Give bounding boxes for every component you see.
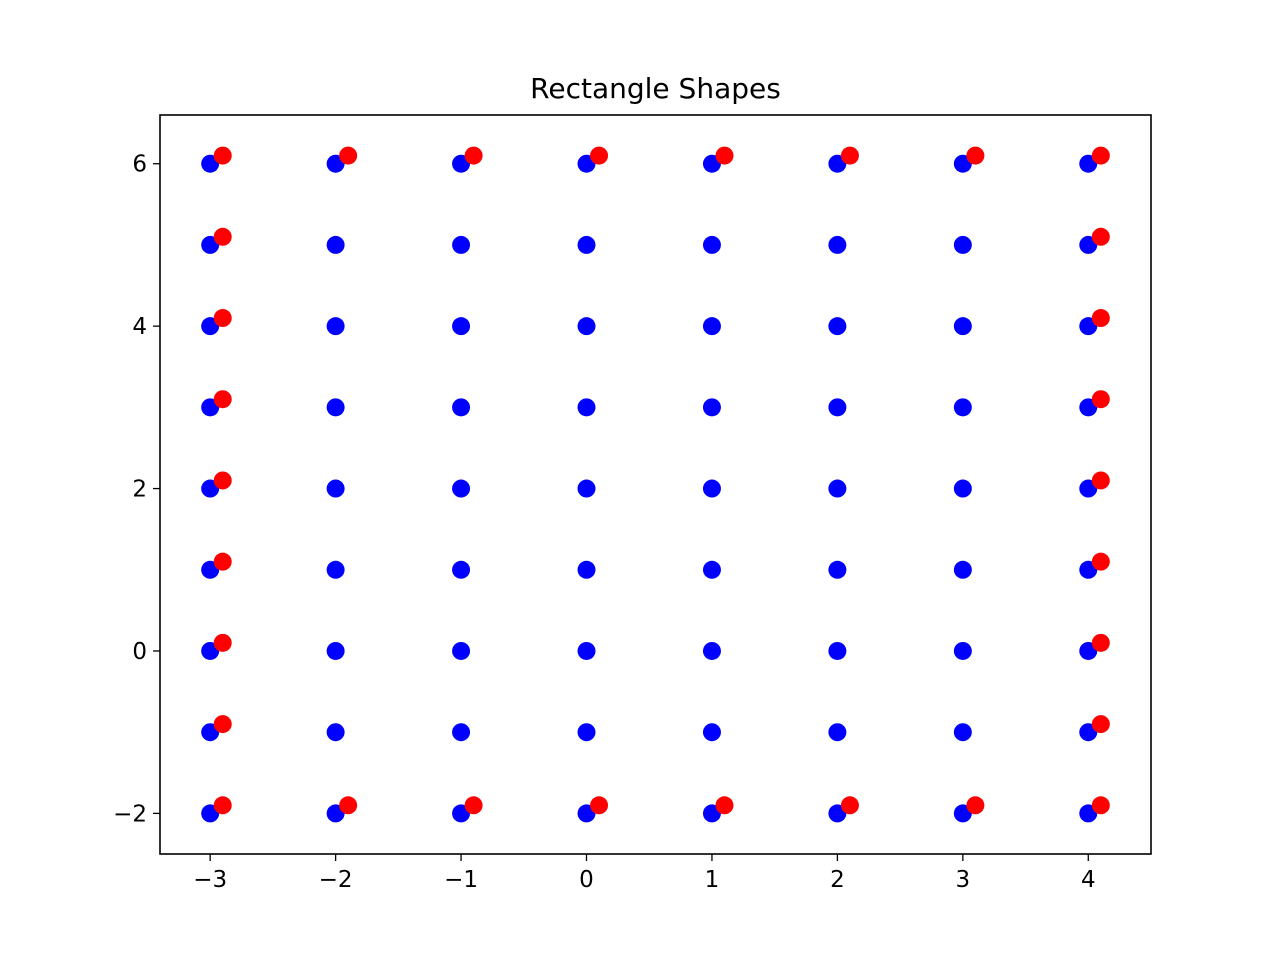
red-point xyxy=(966,796,985,815)
red-point xyxy=(464,146,483,165)
red-point xyxy=(1091,227,1110,246)
red-point xyxy=(213,471,232,490)
red-point xyxy=(1091,390,1110,409)
blue-point xyxy=(953,641,972,660)
blue-point xyxy=(326,317,345,336)
red-point xyxy=(1091,146,1110,165)
blue-point xyxy=(702,641,721,660)
red-point xyxy=(213,796,232,815)
blue-point xyxy=(828,317,847,336)
blue-point xyxy=(452,317,471,336)
red-point xyxy=(966,146,985,165)
blue-point xyxy=(577,723,596,742)
blue-point xyxy=(577,560,596,579)
red-point xyxy=(213,309,232,328)
blue-point xyxy=(953,560,972,579)
red-point xyxy=(840,146,859,165)
red-point xyxy=(213,715,232,734)
blue-point xyxy=(828,479,847,498)
blue-point xyxy=(828,235,847,254)
blue-point xyxy=(828,641,847,660)
red-point xyxy=(339,796,358,815)
blue-point xyxy=(953,398,972,417)
x-tick-label: 1 xyxy=(705,867,720,893)
x-tick-label: 2 xyxy=(830,867,845,893)
blue-point xyxy=(702,398,721,417)
blue-point xyxy=(326,641,345,660)
x-tick-label: 4 xyxy=(1081,867,1096,893)
red-point xyxy=(840,796,859,815)
red-point xyxy=(590,796,609,815)
chart-title: Rectangle Shapes xyxy=(530,72,781,105)
blue-point xyxy=(828,398,847,417)
x-tick-label: −2 xyxy=(319,867,353,893)
blue-point xyxy=(452,560,471,579)
red-point xyxy=(1091,309,1110,328)
y-axis: −2 0 2 4 6 xyxy=(113,152,160,827)
blue-point xyxy=(452,398,471,417)
y-tick-label: 0 xyxy=(132,639,147,665)
blue-point xyxy=(326,560,345,579)
blue-point xyxy=(577,398,596,417)
blue-point xyxy=(702,723,721,742)
x-axis: −3 −2 −1 0 1 2 3 4 xyxy=(193,854,1096,893)
red-point xyxy=(1091,715,1110,734)
blue-point xyxy=(326,235,345,254)
red-point xyxy=(715,796,734,815)
blue-point xyxy=(326,723,345,742)
red-point xyxy=(213,552,232,571)
blue-point xyxy=(702,479,721,498)
blue-point xyxy=(452,235,471,254)
red-point xyxy=(464,796,483,815)
blue-point xyxy=(953,317,972,336)
blue-point xyxy=(577,479,596,498)
blue-point xyxy=(953,723,972,742)
blue-point xyxy=(452,723,471,742)
blue-point xyxy=(702,560,721,579)
red-point xyxy=(213,227,232,246)
points-layer xyxy=(201,146,1110,823)
blue-point xyxy=(702,235,721,254)
x-tick-label: 0 xyxy=(579,867,594,893)
blue-point xyxy=(452,479,471,498)
x-tick-label: −3 xyxy=(193,867,227,893)
red-point xyxy=(213,633,232,652)
blue-point xyxy=(953,479,972,498)
y-tick-label: 4 xyxy=(132,314,147,340)
blue-point xyxy=(702,317,721,336)
blue-point xyxy=(577,235,596,254)
red-point xyxy=(1091,633,1110,652)
red-point xyxy=(1091,796,1110,815)
red-point xyxy=(339,146,358,165)
red-point xyxy=(590,146,609,165)
blue-point xyxy=(828,723,847,742)
y-tick-label: 6 xyxy=(132,152,147,178)
blue-point xyxy=(828,560,847,579)
red-point xyxy=(1091,471,1110,490)
y-tick-label: −2 xyxy=(113,801,147,827)
x-tick-label: −1 xyxy=(444,867,478,893)
blue-point xyxy=(326,398,345,417)
plot-area-frame xyxy=(159,114,1152,855)
blue-point xyxy=(953,235,972,254)
red-point xyxy=(715,146,734,165)
red-point xyxy=(213,146,232,165)
red-point xyxy=(213,390,232,409)
blue-point xyxy=(452,641,471,660)
red-point xyxy=(1091,552,1110,571)
y-tick-label: 2 xyxy=(132,477,147,503)
blue-point xyxy=(577,317,596,336)
x-tick-label: 3 xyxy=(956,867,971,893)
blue-point xyxy=(577,641,596,660)
blue-point xyxy=(326,479,345,498)
